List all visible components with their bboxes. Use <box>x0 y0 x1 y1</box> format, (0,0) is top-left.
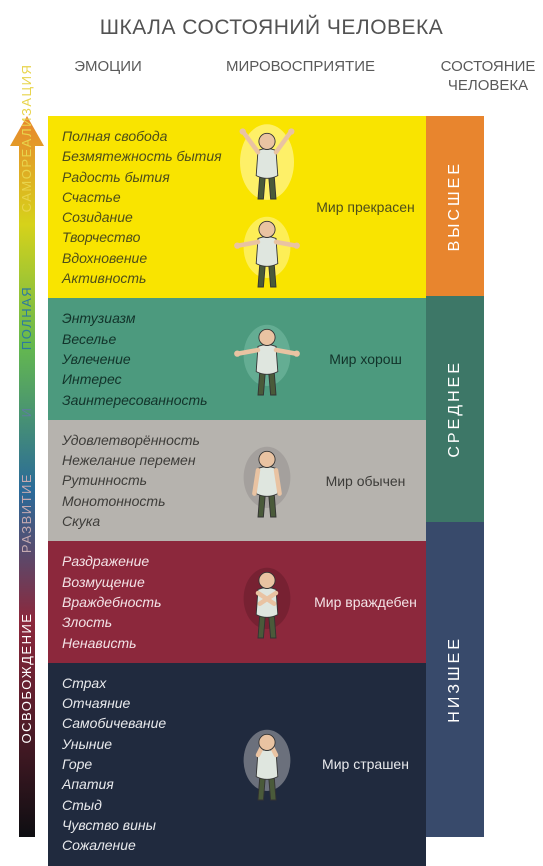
state-label: ВЫСШЕЕ <box>446 161 464 251</box>
emotions-list: Полная свободаБезмятежность бытияРадость… <box>48 116 223 298</box>
emotion-item: Самобичевание <box>62 713 223 733</box>
state-cell: НИЗШЕЕ <box>426 522 484 837</box>
human-figure-icon <box>231 209 303 293</box>
body-column: Полная свободаБезмятежность бытияРадость… <box>48 116 426 837</box>
scale-grid: Полная свободаБезмятежность бытияРадость… <box>48 116 532 837</box>
emotion-item: Стыд <box>62 795 223 815</box>
emotion-item: Уныние <box>62 734 223 754</box>
state-label: СРЕДНЕЕ <box>446 360 464 458</box>
human-figure-icon <box>231 317 303 401</box>
worldview-label: Мир хорош <box>311 298 426 419</box>
worldview-label: Мир обычен <box>311 420 426 541</box>
state-cell: ВЫСШЕЕ <box>426 116 484 296</box>
emotions-list: ЭнтузиазмВесельеУвлечениеИнтересЗаинтере… <box>48 298 223 419</box>
scale-row: УдовлетворённостьНежелание переменРутинн… <box>48 420 426 541</box>
header-emotions: ЭМОЦИИ <box>48 58 168 96</box>
emotion-item: Страх <box>62 673 223 693</box>
human-figure-icon <box>231 722 303 806</box>
emotion-item: Апатия <box>62 774 223 794</box>
emotion-item: Монотонность <box>62 491 223 511</box>
header-worldview: МИРОВОСПРИЯТИЕ <box>168 58 433 96</box>
human-figure-icon <box>231 439 303 523</box>
emotion-item: Горе <box>62 754 223 774</box>
emotion-item: Скука <box>62 511 223 531</box>
figure-cell <box>223 541 311 662</box>
emotion-item: Чувство вины <box>62 815 223 835</box>
emotion-item: Энтузиазм <box>62 308 223 328</box>
emotion-item: Счастье <box>62 187 223 207</box>
emotion-item: Увлечение <box>62 349 223 369</box>
emotion-item: Полная свобода <box>62 126 223 146</box>
emotion-item: Раздражение <box>62 551 223 571</box>
emotion-item: Вдохновение <box>62 248 223 268</box>
emotions-list: УдовлетворённостьНежелание переменРутинн… <box>48 420 223 541</box>
emotion-item: Ненависть <box>62 633 223 653</box>
scale-row: СтрахОтчаяниеСамобичеваниеУныниеГореАпат… <box>48 663 426 866</box>
figure-cell <box>223 420 311 541</box>
emotion-item: Веселье <box>62 329 223 349</box>
emotion-item: Сожаление <box>62 835 223 855</box>
emotion-item: Безмятежность бытия <box>62 146 223 166</box>
emotions-list: РаздражениеВозмущениеВраждебностьЗлостьН… <box>48 541 223 662</box>
emotion-item: Рутинность <box>62 470 223 490</box>
emotion-item: Враждебность <box>62 592 223 612</box>
figure-cell <box>223 663 311 866</box>
emotion-item: Нежелание перемен <box>62 450 223 470</box>
arrow-label: И <box>19 406 34 417</box>
emotion-item: Отчаяние <box>62 693 223 713</box>
arrow-label: ПОЛНАЯ <box>19 286 34 350</box>
column-headers: ЭМОЦИИ МИРОВОСПРИЯТИЕ СОСТОЯНИЕ ЧЕЛОВЕКА <box>48 58 543 96</box>
emotion-item: Активность <box>62 268 223 288</box>
worldview-label: Мир страшен <box>311 663 426 866</box>
figure-cell <box>223 116 311 298</box>
arrow-label: ОСВОБОЖДЕНИЕ <box>19 613 34 744</box>
emotion-item: Заинтересованность <box>62 390 223 410</box>
emotion-item: Интерес <box>62 369 223 389</box>
state-label: НИЗШЕЕ <box>446 636 464 723</box>
human-figure-icon <box>231 121 303 205</box>
human-figure-icon <box>231 560 303 644</box>
worldview-label: Мир враждебен <box>311 541 426 662</box>
scale-row: ЭнтузиазмВесельеУвлечениеИнтересЗаинтере… <box>48 298 426 419</box>
arrow-label: РАЗВИТИЕ <box>19 472 34 552</box>
emotion-item: Возмущение <box>62 572 223 592</box>
scale-row: РаздражениеВозмущениеВраждебностьЗлостьН… <box>48 541 426 662</box>
emotion-item: Злость <box>62 612 223 632</box>
worldview-label: Мир прекрасен <box>311 116 426 298</box>
header-state: СОСТОЯНИЕ ЧЕЛОВЕКА <box>433 58 543 96</box>
figure-cell <box>223 298 311 419</box>
page-title: ШКАЛА СОСТОЯНИЙ ЧЕЛОВЕКА <box>0 0 543 40</box>
emotion-item: Радость бытия <box>62 167 223 187</box>
emotion-item: Созидание <box>62 207 223 227</box>
emotions-list: СтрахОтчаяниеСамобичеваниеУныниеГореАпат… <box>48 663 223 866</box>
state-cell: СРЕДНЕЕ <box>426 296 484 521</box>
arrow-label: САМОРЕАЛИЗАЦИЯ <box>19 63 34 212</box>
scale-row: Полная свободаБезмятежность бытияРадость… <box>48 116 426 298</box>
state-column: ВЫСШЕЕ СРЕДНЕЕ НИЗШЕЕ <box>426 116 484 837</box>
emotion-item: Удовлетворённость <box>62 430 223 450</box>
progress-arrow: САМОРЕАЛИЗАЦИЯПОЛНАЯИРАЗВИТИЕОСВОБОЖДЕНИ… <box>10 116 44 837</box>
emotion-item: Творчество <box>62 227 223 247</box>
